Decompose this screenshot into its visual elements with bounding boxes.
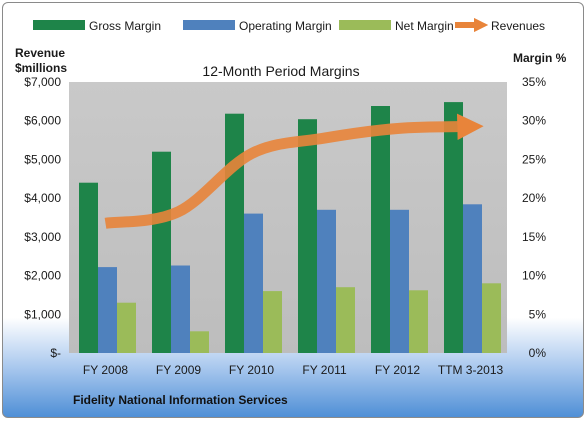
left-tick-label: $- xyxy=(50,346,61,360)
left-tick-label: $3,000 xyxy=(24,230,61,244)
right-tick-label: 20% xyxy=(522,191,546,205)
chart-frame: Gross Margin Operating Margin Net Margin… xyxy=(2,2,584,418)
legend-swatch-gross-margin xyxy=(33,20,85,30)
x-tick-label: FY 2011 xyxy=(302,363,347,377)
bar-gross-margin-fy-2010 xyxy=(225,113,244,353)
bar-gross-margin-fy-2009 xyxy=(152,151,171,353)
bar-operating-margin-fy-2008 xyxy=(98,267,117,353)
x-tick-label: FY 2012 xyxy=(375,363,420,377)
legend-item-net-margin: Net Margin xyxy=(339,19,454,33)
right-tick-label: 10% xyxy=(522,269,546,283)
bar-gross-margin-fy-2011 xyxy=(298,119,317,353)
bar-net-margin-ttm-3-2013 xyxy=(482,283,501,353)
bar-net-margin-fy-2008 xyxy=(117,302,136,353)
legend-item-revenues: Revenues xyxy=(455,17,545,33)
x-tick-label: FY 2010 xyxy=(229,363,274,377)
legend-item-operating-margin: Operating Margin xyxy=(183,19,332,33)
bar-net-margin-fy-2009 xyxy=(190,331,209,353)
right-tick-label: 15% xyxy=(522,230,546,244)
legend-swatch-operating-margin xyxy=(183,20,235,30)
left-axis-title-line1: Revenue xyxy=(15,46,65,60)
legend-item-gross-margin: Gross Margin xyxy=(33,19,161,33)
x-tick-label: FY 2009 xyxy=(156,363,201,377)
x-axis-labels: FY 2008 FY 2009 FY 2010 FY 2011 FY 2012 TTM 3… xyxy=(83,363,504,377)
legend-label-net-margin: Net Margin xyxy=(395,19,454,33)
left-axis-title-line2: $millions xyxy=(15,61,67,75)
x-tick-label: TTM 3-2013 xyxy=(438,363,504,377)
bar-gross-margin-fy-2012 xyxy=(371,106,390,353)
left-tick-label: $7,000 xyxy=(24,75,61,89)
legend-label-operating-margin: Operating Margin xyxy=(239,19,332,33)
right-tick-label: 35% xyxy=(522,75,546,89)
left-tick-label: $1,000 xyxy=(24,307,61,321)
bar-net-margin-fy-2012 xyxy=(409,290,428,353)
left-tick-label: $5,000 xyxy=(24,152,61,166)
left-tick-label: $4,000 xyxy=(24,191,61,205)
company-name: Fidelity National Information Services xyxy=(73,393,288,407)
left-tick-label: $2,000 xyxy=(24,269,61,283)
right-tick-label: 5% xyxy=(529,307,547,321)
bar-gross-margin-ttm-3-2013 xyxy=(444,102,463,353)
chart-title: 12-Month Period Margins xyxy=(202,63,359,79)
revenues-line-path xyxy=(104,113,484,229)
bar-operating-margin-fy-2010 xyxy=(244,213,263,353)
bar-series xyxy=(79,102,501,353)
bar-operating-margin-fy-2009 xyxy=(171,265,190,353)
legend-label-gross-margin: Gross Margin xyxy=(89,19,161,33)
right-tick-label: 25% xyxy=(522,152,546,166)
revenues-line xyxy=(104,113,484,229)
left-axis-ticks: $7,000 $6,000 $5,000 $4,000 $3,000 $2,000 $1,0… xyxy=(24,75,61,360)
right-axis-ticks: 35% 30% 25% 20% 15% 10% 5% 0% xyxy=(522,75,546,360)
right-tick-label: 0% xyxy=(529,346,547,360)
bar-operating-margin-fy-2012 xyxy=(390,209,409,353)
bar-operating-margin-ttm-3-2013 xyxy=(463,204,482,353)
bar-net-margin-fy-2011 xyxy=(336,287,355,353)
legend-swatch-net-margin xyxy=(339,20,391,30)
bar-gross-margin-fy-2008 xyxy=(79,182,98,353)
right-axis-title: Margin % xyxy=(513,51,567,65)
legend: Gross Margin Operating Margin Net Margin… xyxy=(33,17,545,33)
margins-chart: Gross Margin Operating Margin Net Margin… xyxy=(15,17,567,407)
x-tick-label: FY 2008 xyxy=(83,363,128,377)
left-tick-label: $6,000 xyxy=(24,114,61,128)
bar-net-margin-fy-2010 xyxy=(263,291,282,353)
bar-operating-margin-fy-2011 xyxy=(317,209,336,353)
legend-label-revenues: Revenues xyxy=(491,19,545,33)
right-tick-label: 30% xyxy=(522,114,546,128)
